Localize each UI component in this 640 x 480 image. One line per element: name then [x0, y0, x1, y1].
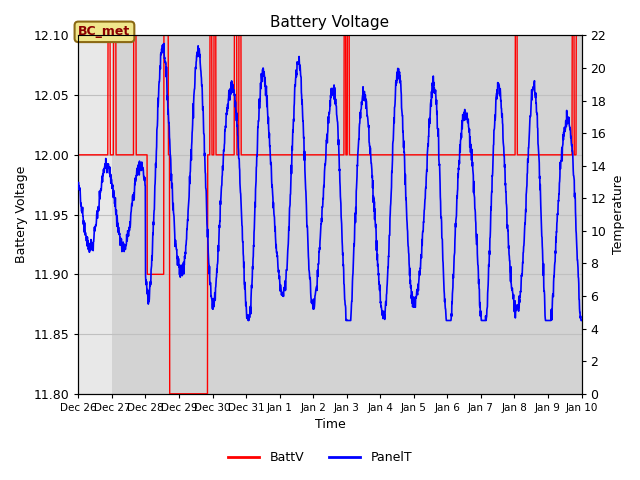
Legend: BattV, PanelT: BattV, PanelT [223, 446, 417, 469]
Text: BC_met: BC_met [78, 25, 131, 38]
Y-axis label: Battery Voltage: Battery Voltage [15, 166, 28, 263]
Y-axis label: Temperature: Temperature [612, 175, 625, 254]
Title: Battery Voltage: Battery Voltage [270, 15, 390, 30]
X-axis label: Time: Time [315, 419, 346, 432]
